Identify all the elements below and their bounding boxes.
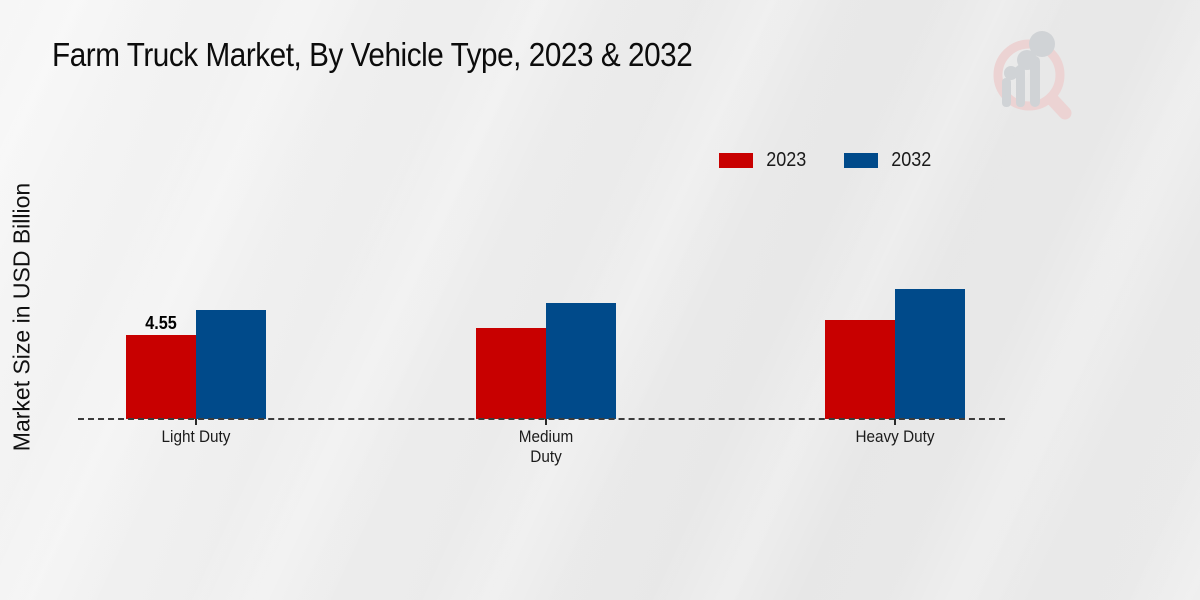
legend-label: 2023 [766,149,807,171]
legend-item-2032: 2032 [843,149,934,172]
x-axis-tick-medium-duty [545,419,547,425]
bar-2023-medium-duty [476,328,546,419]
x-axis-tick-light-duty [195,419,197,425]
legend: 2023 2032 [719,149,933,172]
legend-swatch-2032 [843,153,878,168]
bar-2023-heavy-duty [825,320,895,419]
footer-strip [0,589,1200,600]
x-axis-label-heavy-duty: Heavy Duty [855,427,935,446]
x-axis-tick-heavy-duty [894,419,896,425]
legend-swatch-2023 [719,153,753,168]
x-axis-line [78,418,1005,420]
legend-label: 2032 [890,149,931,171]
bar-chart-icon [1002,31,1055,107]
bar-2032-heavy-duty [895,289,965,419]
legend-item-2023: 2023 [719,149,809,172]
x-axis-label-medium-duty: Medium Duty [518,427,574,466]
market-research-future-logo-watermark [993,31,1072,120]
bar-2023-light-duty [126,335,196,419]
x-axis-label-light-duty: Light Duty [161,427,231,446]
bar-2032-light-duty [196,310,266,419]
bar-value-label: 4.55 [145,313,177,333]
chart-title: Farm Truck Market, By Vehicle Type, 2023… [52,36,693,73]
bar-2032-medium-duty [546,303,616,419]
